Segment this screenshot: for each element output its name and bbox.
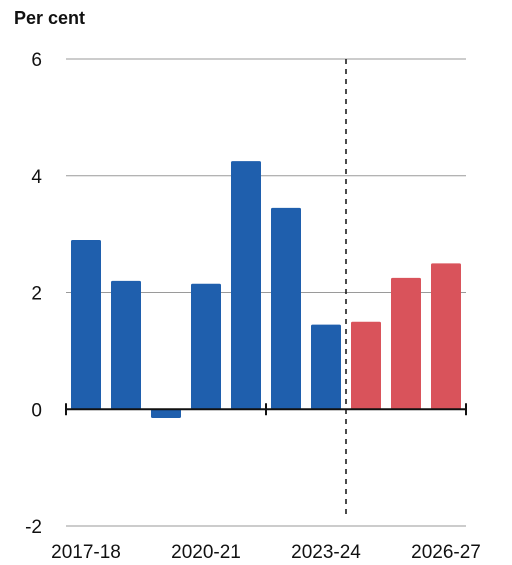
bars: [71, 161, 461, 419]
y-tick-label: 4: [31, 167, 42, 188]
x-tick-label: 2020-21: [171, 542, 241, 563]
y-tick-label: -2: [25, 517, 42, 538]
bar-2020-21: [191, 283, 221, 410]
y-axis-title: Per cent: [14, 8, 85, 28]
bar-2018-19: [111, 280, 141, 410]
y-tick-label: 0: [31, 400, 42, 421]
x-tick-label: 2026-27: [411, 542, 481, 563]
x-tick-label: 2017-18: [51, 542, 121, 563]
x-tick-labels: 2017-18 2020-21 2023-24 2026-27: [51, 542, 481, 563]
bar-2019-20: [151, 409, 181, 419]
y-tick-label: 2: [31, 284, 42, 305]
y-tick-labels: -2 0 2 4 6: [25, 50, 42, 538]
bar-2022-23: [271, 207, 301, 410]
x-axis: [65, 59, 467, 518]
bar-2017-18: [71, 239, 101, 410]
y-tick-label: 6: [31, 50, 42, 71]
bar-2025-26: [391, 277, 421, 410]
bar-2023-24: [311, 324, 341, 410]
bar-2024-25: [351, 321, 381, 410]
x-tick-label: 2023-24: [291, 542, 361, 563]
bar-2026-27: [431, 263, 461, 410]
bar-2021-22: [231, 161, 261, 410]
